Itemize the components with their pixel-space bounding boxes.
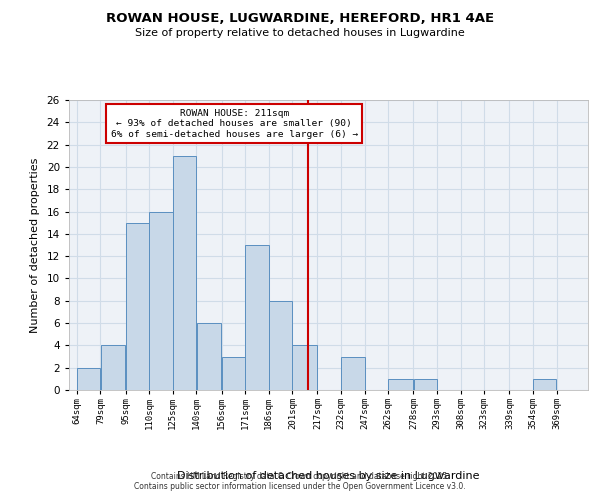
- Y-axis label: Number of detached properties: Number of detached properties: [30, 158, 40, 332]
- Bar: [269, 301, 292, 390]
- Text: Size of property relative to detached houses in Lugwardine: Size of property relative to detached ho…: [135, 28, 465, 38]
- Bar: [173, 156, 196, 390]
- Bar: [77, 368, 100, 390]
- Bar: [221, 356, 245, 390]
- Text: Contains public sector information licensed under the Open Government Licence v3: Contains public sector information licen…: [134, 482, 466, 491]
- Bar: [149, 212, 173, 390]
- Bar: [245, 245, 269, 390]
- Bar: [388, 379, 413, 390]
- Bar: [533, 379, 556, 390]
- Bar: [413, 379, 437, 390]
- Text: Contains HM Land Registry data © Crown copyright and database right 2025.: Contains HM Land Registry data © Crown c…: [151, 472, 449, 481]
- Bar: [197, 323, 221, 390]
- Text: ROWAN HOUSE, LUGWARDINE, HEREFORD, HR1 4AE: ROWAN HOUSE, LUGWARDINE, HEREFORD, HR1 4…: [106, 12, 494, 26]
- Bar: [292, 346, 317, 390]
- Bar: [341, 356, 365, 390]
- Text: ROWAN HOUSE: 211sqm
← 93% of detached houses are smaller (90)
6% of semi-detache: ROWAN HOUSE: 211sqm ← 93% of detached ho…: [110, 109, 358, 138]
- Bar: [101, 346, 125, 390]
- Bar: [126, 222, 149, 390]
- X-axis label: Distribution of detached houses by size in Lugwardine: Distribution of detached houses by size …: [177, 471, 480, 481]
